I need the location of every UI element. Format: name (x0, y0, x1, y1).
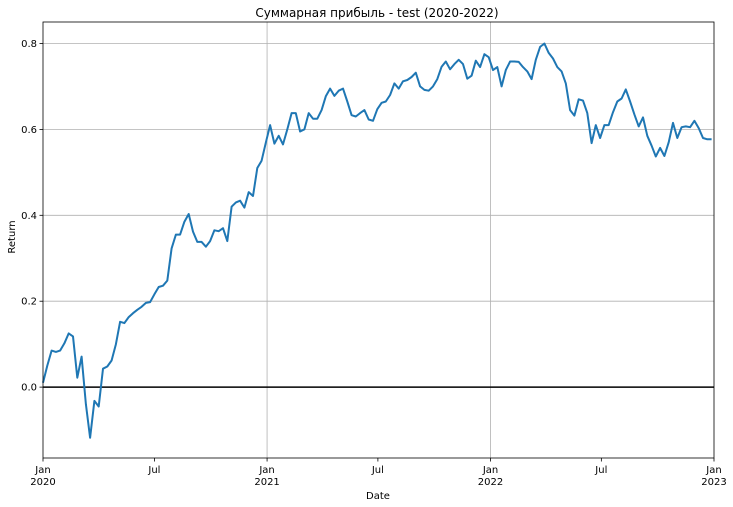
x-tick-label: Jan (705, 465, 721, 476)
y-axis-title: Return (7, 220, 18, 253)
x-tick-label: Jul (594, 465, 607, 476)
series-layer (42, 42, 712, 439)
y-tick-label: 0.8 (21, 39, 37, 50)
x-tick-label: Jan (34, 465, 50, 476)
x-axis-title: Date (366, 491, 390, 502)
x-tick-year-label: 2023 (701, 477, 726, 488)
x-tick-label: Jul (147, 465, 160, 476)
plot-frame (42, 21, 715, 459)
x-tick-label: Jan (482, 465, 498, 476)
grid-layer (43, 22, 714, 458)
y-tick-label: 0.2 (21, 297, 37, 308)
y-tick-label: 0.6 (21, 125, 37, 136)
y-axis-ticks: 0.0 0.2 0.4 0.6 0.8 (21, 39, 43, 394)
x-tick-label: Jul (371, 465, 384, 476)
x-tick-year-label: 2020 (30, 477, 55, 488)
y-tick-label: 0.0 (21, 383, 37, 394)
x-tick-year-label: 2022 (478, 477, 503, 488)
x-tick-year-label: 2021 (254, 477, 279, 488)
return-series-line (42, 42, 712, 439)
x-tick-label: Jan (258, 465, 274, 476)
y-tick-label: 0.4 (21, 211, 37, 222)
chart-title: Суммарная прибыль - test (2020-2022) (255, 6, 498, 20)
